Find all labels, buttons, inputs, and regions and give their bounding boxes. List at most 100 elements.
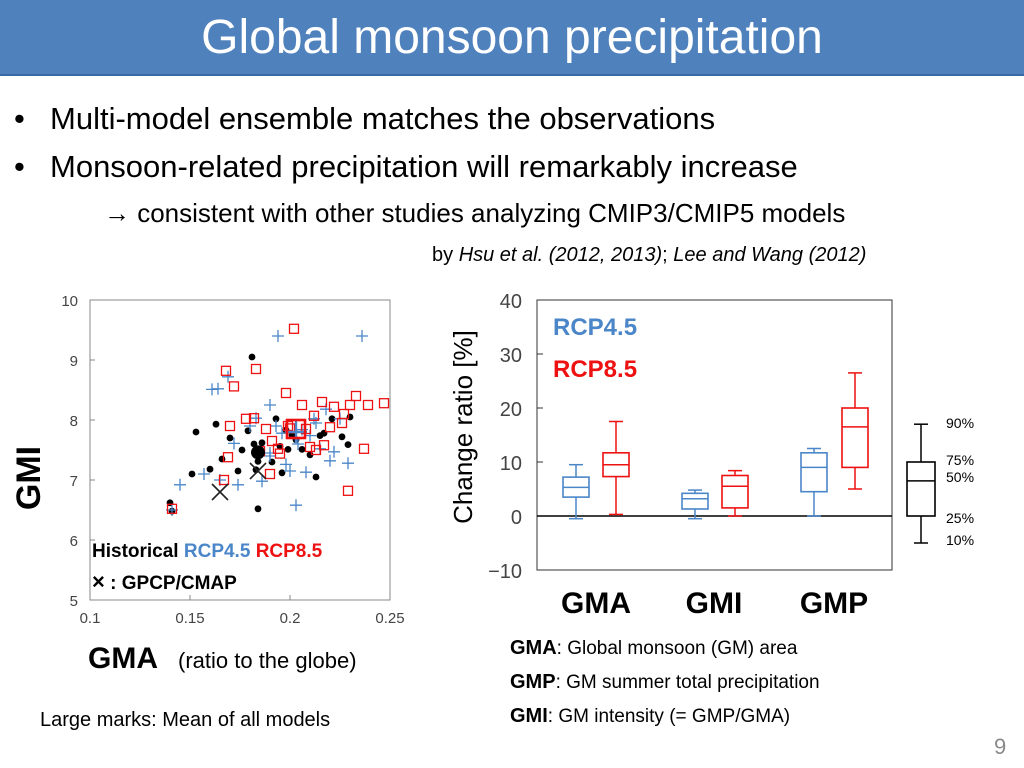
rcp85-point xyxy=(222,452,234,463)
large-marks-note: Large marks: Mean of all models xyxy=(40,709,331,731)
rcp45-point xyxy=(328,445,340,458)
rcp85-point xyxy=(264,468,276,480)
rcp85-point xyxy=(248,413,260,424)
historical-point xyxy=(254,458,262,465)
rcp45-point xyxy=(292,438,304,450)
legend-row-series: Historical RCP4.5 RCP8.5 xyxy=(92,537,322,567)
historical-point xyxy=(298,446,306,453)
rcp85-point xyxy=(342,485,354,496)
glossary-term: GMA xyxy=(510,637,557,659)
citation-byline: by Hsu et al. (2012, 2013); Lee and Wang… xyxy=(432,240,866,270)
historical-point xyxy=(284,446,292,453)
historical-point xyxy=(212,420,220,428)
slide-title: Global monsoon precipitation xyxy=(201,11,823,64)
rcp85-point xyxy=(166,503,178,514)
historical-point xyxy=(328,415,336,423)
scatter-ylabel: GMI xyxy=(10,446,48,510)
historical-point xyxy=(344,441,352,448)
rcp45-point xyxy=(310,417,322,429)
scatter-xtick-label: 0.15 xyxy=(175,610,204,627)
glossary-desc: GM summer total precipitation xyxy=(566,672,820,693)
historical-point xyxy=(250,440,258,448)
obs-x-point xyxy=(249,462,267,480)
boxplot-ytick-label: −10 xyxy=(488,561,522,583)
arrow-subpoint: → consistent with other studies analyzin… xyxy=(104,198,846,228)
historical-point xyxy=(188,470,196,478)
rcp85-point xyxy=(220,365,232,376)
rcp85-point xyxy=(308,410,320,421)
bullet-item-2: • Monsoon-related precipitation will rema… xyxy=(14,149,798,185)
scatter-frame xyxy=(89,299,391,601)
boxplot-frame xyxy=(536,299,893,571)
historical-point xyxy=(238,446,246,454)
rcp85-point xyxy=(224,420,236,432)
scatter-xlabel: GMA xyxy=(88,642,158,675)
glossary-desc: Global monsoon (GM) area xyxy=(567,638,798,659)
glossary-colon: : xyxy=(547,706,559,727)
scatter-ytick-label: 10 xyxy=(61,293,78,310)
rcp85-box-gmp xyxy=(841,407,869,469)
boxplot-ytick-label: 10 xyxy=(500,453,522,475)
bullet-text: Monsoon-related precipitation will remar… xyxy=(50,149,798,184)
rcp45-box-gmp xyxy=(800,452,828,493)
key-label: 75% xyxy=(946,452,974,468)
historical-point xyxy=(192,428,200,436)
glossary-term: GMI xyxy=(510,705,548,727)
rcp85-point xyxy=(362,399,374,411)
byline-ref-2: Lee and Wang (2012) xyxy=(673,244,867,266)
rcp45-mean-point xyxy=(285,421,307,443)
legend-obs-label: : GPCP/CMAP xyxy=(110,573,237,594)
historical-point xyxy=(312,473,320,481)
glossary-colon: : xyxy=(556,638,568,659)
legend-rcp85: RCP8.5 xyxy=(255,541,323,562)
rcp85-point xyxy=(318,440,330,451)
rcp45-point xyxy=(284,465,296,477)
rcp45-point xyxy=(280,458,292,471)
rcp45-point xyxy=(270,420,282,432)
category-label-gmp: GMP xyxy=(800,587,868,620)
historical-point xyxy=(226,434,234,442)
key-label: 25% xyxy=(946,510,974,526)
rcp45-point xyxy=(356,330,368,342)
boxplot-ytick-label: 0 xyxy=(511,507,522,529)
key-box xyxy=(906,461,936,517)
scatter-xlabel-note: (ratio to the globe) xyxy=(178,648,357,673)
glossary-gmi: GMI: GM intensity (= GMP/GMA) xyxy=(510,703,790,730)
historical-point xyxy=(278,469,286,477)
key-label: 90% xyxy=(946,415,974,431)
rcp85-point xyxy=(288,323,300,334)
byline-prefix: by xyxy=(432,244,459,266)
rcp85-point xyxy=(358,443,370,454)
boxplot-legend-rcp45: RCP4.5 xyxy=(553,314,637,341)
bullet-dot: • xyxy=(14,101,25,136)
rcp85-mean-point xyxy=(285,418,307,440)
glossary-term: GMP xyxy=(510,671,556,693)
byline-ref-1: Hsu et al. (2012, 2013) xyxy=(458,244,663,266)
legend-row-obs: × : GPCP/CMAP xyxy=(92,567,322,599)
obs-x-icon: × xyxy=(92,569,105,594)
key-label: 50% xyxy=(946,469,974,485)
boxplot-ytick-label: 30 xyxy=(500,345,522,367)
rcp45-point xyxy=(212,382,224,395)
rcp85-point xyxy=(328,401,340,412)
rcp45-point xyxy=(290,499,302,512)
rcp85-point xyxy=(344,399,356,411)
bullet-text: Multi-model ensemble matches the observa… xyxy=(50,101,716,136)
legend-rcp45: RCP4.5 xyxy=(183,541,251,562)
historical-mean-point xyxy=(251,445,265,460)
rcp45-point xyxy=(198,468,210,480)
boxplot-legend-rcp85: RCP8.5 xyxy=(553,356,637,383)
rcp45-point xyxy=(300,466,312,479)
scatter-ytick-label: 5 xyxy=(70,593,78,610)
scatter-ytick-label: 6 xyxy=(70,533,78,550)
rcp85-point xyxy=(324,422,336,433)
rcp85-point xyxy=(260,423,272,435)
glossary-desc: GM intensity (= GMP/GMA) xyxy=(558,706,791,727)
scatter-legend: Historical RCP4.5 RCP8.5 × : GPCP/CMAP xyxy=(92,537,322,599)
boxplot-ytick-label: 40 xyxy=(500,291,522,313)
scatter-xtick-label: 0.1 xyxy=(80,610,101,627)
glossary-gmp: GMP: GM summer total precipitation xyxy=(510,669,820,696)
rcp85-point xyxy=(218,474,230,486)
